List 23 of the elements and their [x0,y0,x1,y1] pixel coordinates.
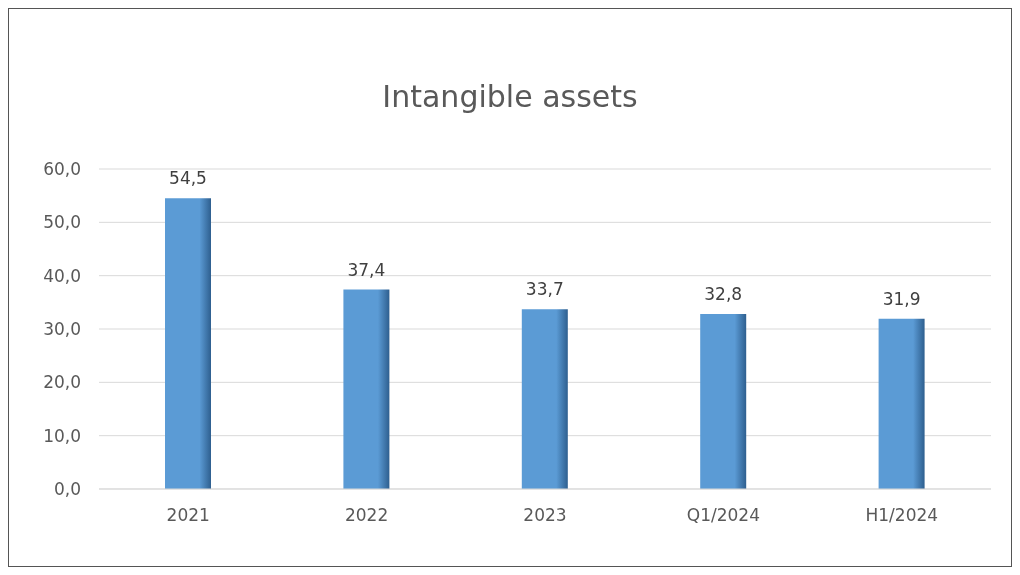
y-tick-label: 50,0 [43,212,81,233]
chart-title: Intangible assets [381,79,639,114]
x-tick-label: H1/2024 [865,505,939,526]
data-label: 32,8 [704,284,743,305]
bar [165,198,211,489]
data-label: 31,9 [882,288,921,309]
x-tick-label: 2021 [166,505,210,526]
x-tick-label: 2022 [344,505,389,526]
bar [878,318,925,489]
bar [700,314,747,489]
y-tick-label: 20,0 [43,372,81,393]
bar [521,309,568,489]
y-tick-label: 40,0 [43,265,81,286]
x-tick-label: Q1/2024 [686,505,760,526]
y-tick-label: 30,0 [43,319,81,340]
y-tick-label: 0,0 [53,479,81,500]
data-label: 54,5 [169,168,207,189]
x-tick-label: 2023 [523,505,567,526]
bar [343,289,390,489]
y-tick-label: 60,0 [43,159,81,180]
data-label: 37,4 [347,259,386,280]
y-tick-label: 10,0 [43,425,81,446]
data-label: 33,7 [525,279,564,300]
